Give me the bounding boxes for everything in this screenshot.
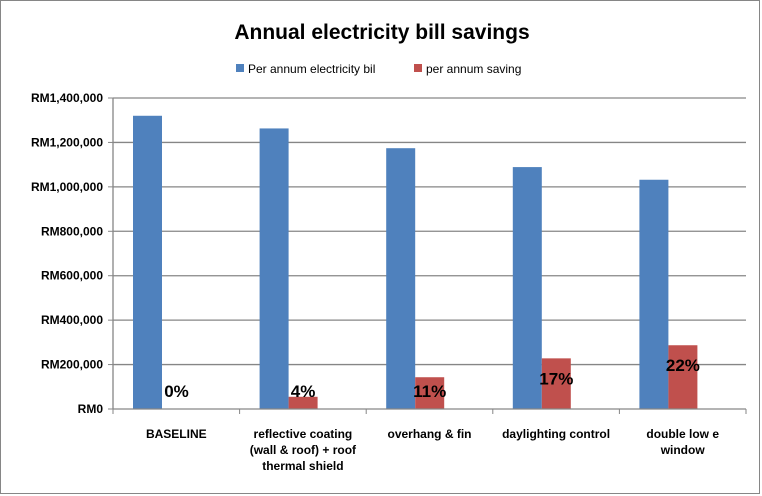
legend-swatch [414,64,422,72]
category-label: thermal shield [262,459,343,473]
legend-label: per annum saving [426,62,521,76]
x-axis: BASELINE reflective coating (wall & roof) … [112,408,747,473]
data-label: 11% [413,382,446,401]
y-axis: RM0 RM200,000 RM400,000 RM600,000 RM800,000 R… [31,91,114,416]
bar-saving [288,396,318,409]
y-tick-label: RM1,000,000 [31,180,103,194]
category-label: overhang & fin [387,427,471,441]
legend-swatch [236,64,244,72]
bar-electricity-bill [133,115,162,410]
legend-label: Per annum electricity bil [248,62,375,76]
category-label: window [660,443,706,457]
bar-saving [415,377,445,409]
y-tick-label: RM600,000 [41,269,103,283]
y-tick-label: RM800,000 [41,224,103,238]
bar-electricity-bill [512,167,542,409]
legend: Per annum electricity bil per annum savin… [236,62,521,76]
y-tick-label: RM0 [78,402,104,416]
bar-electricity-bill [259,128,289,409]
bar-saving [541,358,571,409]
data-label: 4% [291,382,316,401]
y-tick-label: RM200,000 [41,358,103,372]
chart-title: Annual electricity bill savings [234,21,529,44]
category-label: daylighting control [502,427,610,441]
category-label: BASELINE [146,427,207,441]
bar-electricity-bill [386,148,416,409]
bars: 0% 4% 11% 17% 22% [133,115,700,410]
bar-saving [668,345,698,409]
y-tick-label: RM1,200,000 [31,135,103,149]
y-tick-label: RM400,000 [41,313,103,327]
data-label: 22% [666,356,700,375]
data-label: 17% [539,369,573,388]
category-label: double low e [646,427,719,441]
category-label: (wall & roof) + roof [250,443,357,457]
category-label: reflective coating [254,427,353,441]
bar-electricity-bill [639,179,669,409]
gridlines [113,97,746,366]
y-tick-label: RM1,400,000 [31,91,103,105]
data-label: 0% [164,382,189,401]
